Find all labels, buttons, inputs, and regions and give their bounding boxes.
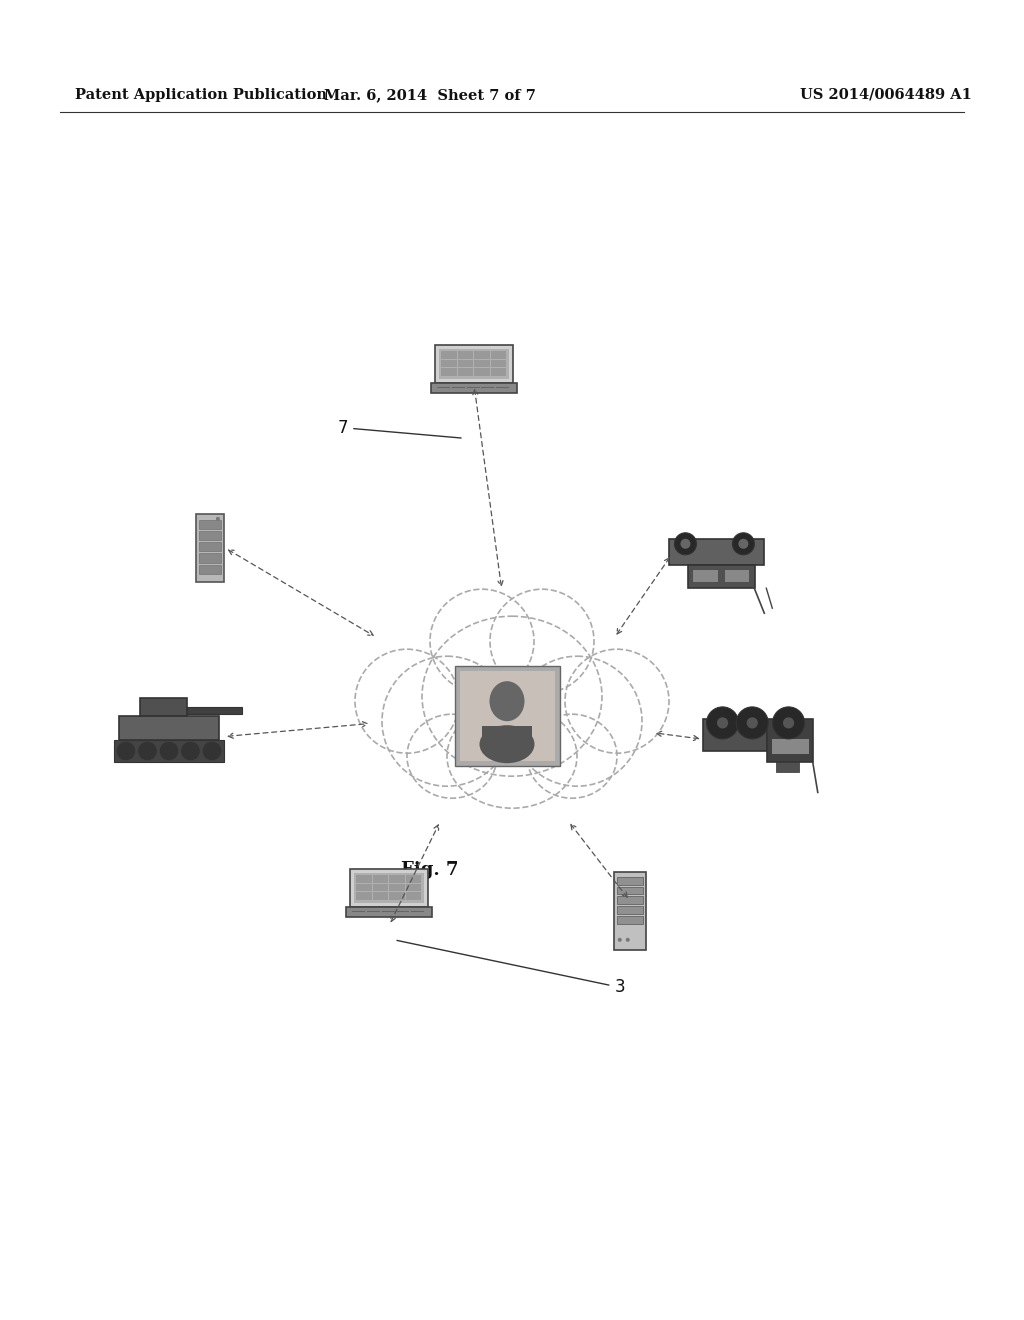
Ellipse shape <box>422 616 602 776</box>
Text: 3: 3 <box>397 940 625 997</box>
Bar <box>616 876 643 884</box>
Bar <box>356 875 372 883</box>
Bar <box>441 351 457 359</box>
Ellipse shape <box>181 742 200 760</box>
Text: US 2014/0064489 A1: US 2014/0064489 A1 <box>800 88 972 102</box>
Bar <box>119 715 219 739</box>
Bar <box>389 884 404 891</box>
Bar <box>458 351 473 359</box>
Bar <box>724 569 749 582</box>
Ellipse shape <box>479 725 535 763</box>
Bar <box>490 360 506 367</box>
Ellipse shape <box>203 742 221 760</box>
Ellipse shape <box>783 717 795 729</box>
Bar <box>770 738 809 754</box>
Bar <box>346 907 432 917</box>
Bar <box>458 368 473 376</box>
Ellipse shape <box>675 533 696 554</box>
Bar <box>474 368 489 376</box>
Bar <box>406 875 421 883</box>
Bar <box>692 569 718 582</box>
Bar <box>616 896 643 904</box>
Bar <box>140 697 186 715</box>
Ellipse shape <box>746 717 758 729</box>
Bar <box>114 739 224 763</box>
Bar <box>439 350 509 379</box>
Bar <box>688 565 755 589</box>
Ellipse shape <box>490 589 594 693</box>
Bar <box>199 531 221 540</box>
Bar <box>613 871 646 950</box>
Bar <box>670 539 764 565</box>
Ellipse shape <box>707 708 738 739</box>
Bar <box>373 875 388 883</box>
Ellipse shape <box>216 517 220 521</box>
Bar <box>199 553 221 562</box>
Bar <box>490 351 506 359</box>
Ellipse shape <box>430 589 534 693</box>
Ellipse shape <box>382 656 512 787</box>
Ellipse shape <box>117 742 135 760</box>
Bar <box>616 887 643 895</box>
Ellipse shape <box>772 708 805 739</box>
Ellipse shape <box>732 533 755 554</box>
Ellipse shape <box>527 714 617 799</box>
Bar <box>356 884 372 891</box>
Bar <box>199 520 221 529</box>
Bar <box>435 346 513 383</box>
Ellipse shape <box>355 649 459 754</box>
Ellipse shape <box>489 681 524 721</box>
Bar <box>474 351 489 359</box>
Bar <box>441 368 457 376</box>
Bar <box>455 667 559 766</box>
Text: Mar. 6, 2014  Sheet 7 of 7: Mar. 6, 2014 Sheet 7 of 7 <box>324 88 536 102</box>
Bar <box>350 870 428 907</box>
Bar <box>458 360 473 367</box>
Text: Fig. 7: Fig. 7 <box>401 861 459 879</box>
Bar <box>389 892 404 900</box>
Bar <box>373 892 388 900</box>
Ellipse shape <box>738 539 749 549</box>
Bar <box>776 763 799 772</box>
Ellipse shape <box>717 717 728 729</box>
Ellipse shape <box>736 708 768 739</box>
Bar <box>482 726 532 751</box>
Ellipse shape <box>626 937 630 941</box>
Bar <box>186 706 242 714</box>
Ellipse shape <box>617 937 622 941</box>
Ellipse shape <box>407 714 497 799</box>
Bar <box>431 383 517 393</box>
Ellipse shape <box>160 742 178 760</box>
Bar <box>406 884 421 891</box>
Bar <box>616 916 643 924</box>
Bar <box>196 513 224 582</box>
Ellipse shape <box>447 704 577 808</box>
Text: Patent Application Publication: Patent Application Publication <box>75 88 327 102</box>
Ellipse shape <box>681 539 690 549</box>
Bar <box>389 875 404 883</box>
Text: 7: 7 <box>338 418 461 438</box>
Bar <box>356 892 372 900</box>
Bar <box>460 671 555 762</box>
Bar <box>702 719 767 751</box>
Bar <box>406 892 421 900</box>
Ellipse shape <box>512 656 642 787</box>
Bar <box>441 360 457 367</box>
Bar <box>354 874 424 903</box>
Bar <box>199 565 221 574</box>
Bar <box>373 884 388 891</box>
Bar <box>767 719 813 763</box>
Ellipse shape <box>565 649 669 754</box>
Bar <box>474 360 489 367</box>
Bar <box>616 907 643 913</box>
Bar <box>490 368 506 376</box>
Bar <box>199 543 221 552</box>
Ellipse shape <box>138 742 157 760</box>
